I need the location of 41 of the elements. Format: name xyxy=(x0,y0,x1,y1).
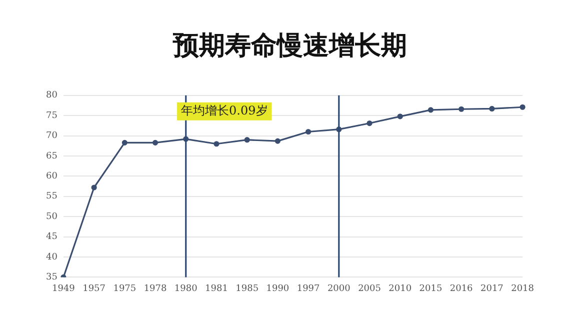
y-tick-label: 45 xyxy=(46,232,58,242)
point xyxy=(428,107,434,113)
x-tick-label: 2017 xyxy=(480,284,504,294)
x-tick-label: 1957 xyxy=(82,284,106,294)
x-tick-label: 2015 xyxy=(419,284,442,294)
point xyxy=(214,141,220,147)
chart-title: 预期寿命慢速增长期 xyxy=(172,30,408,63)
x-tick-label: 2000 xyxy=(327,284,351,294)
point xyxy=(366,120,372,126)
x-tick-label: 2018 xyxy=(511,284,534,294)
point xyxy=(91,184,97,190)
point xyxy=(244,137,250,143)
point xyxy=(397,114,403,120)
y-tick-label: 75 xyxy=(46,110,58,121)
y-tick-label: 70 xyxy=(46,131,58,142)
x-tick-label: 2016 xyxy=(450,284,474,294)
point xyxy=(122,140,128,146)
point xyxy=(458,106,464,112)
x-tick-label: 1949 xyxy=(52,284,76,294)
point xyxy=(274,138,280,144)
point xyxy=(152,140,158,146)
y-tick-label: 65 xyxy=(46,151,58,162)
point xyxy=(306,128,312,135)
annotation: 年均增长0.09岁 xyxy=(181,104,268,118)
x-tick-label: 1985 xyxy=(236,284,259,294)
y-tick-label: 80 xyxy=(46,90,58,101)
y-tick-label: 40 xyxy=(46,252,58,262)
x-tick-label: 1975 xyxy=(113,284,136,294)
x-tick-label: 1980 xyxy=(174,284,198,294)
point xyxy=(520,104,526,110)
x-tick-label: 2005 xyxy=(358,284,382,294)
x-tick-label: 1978 xyxy=(144,284,167,294)
x-tick-label: 2010 xyxy=(388,284,412,294)
x-tick-label: 1981 xyxy=(205,284,228,294)
y-tick-label: 35 xyxy=(46,272,58,283)
point xyxy=(489,106,495,112)
y-tick-label: 55 xyxy=(46,192,58,202)
x-tick-label: 1997 xyxy=(296,284,320,294)
x-tick-label: 1990 xyxy=(266,284,290,294)
y-tick-label: 50 xyxy=(46,212,58,222)
y-tick-label: 60 xyxy=(46,172,58,182)
